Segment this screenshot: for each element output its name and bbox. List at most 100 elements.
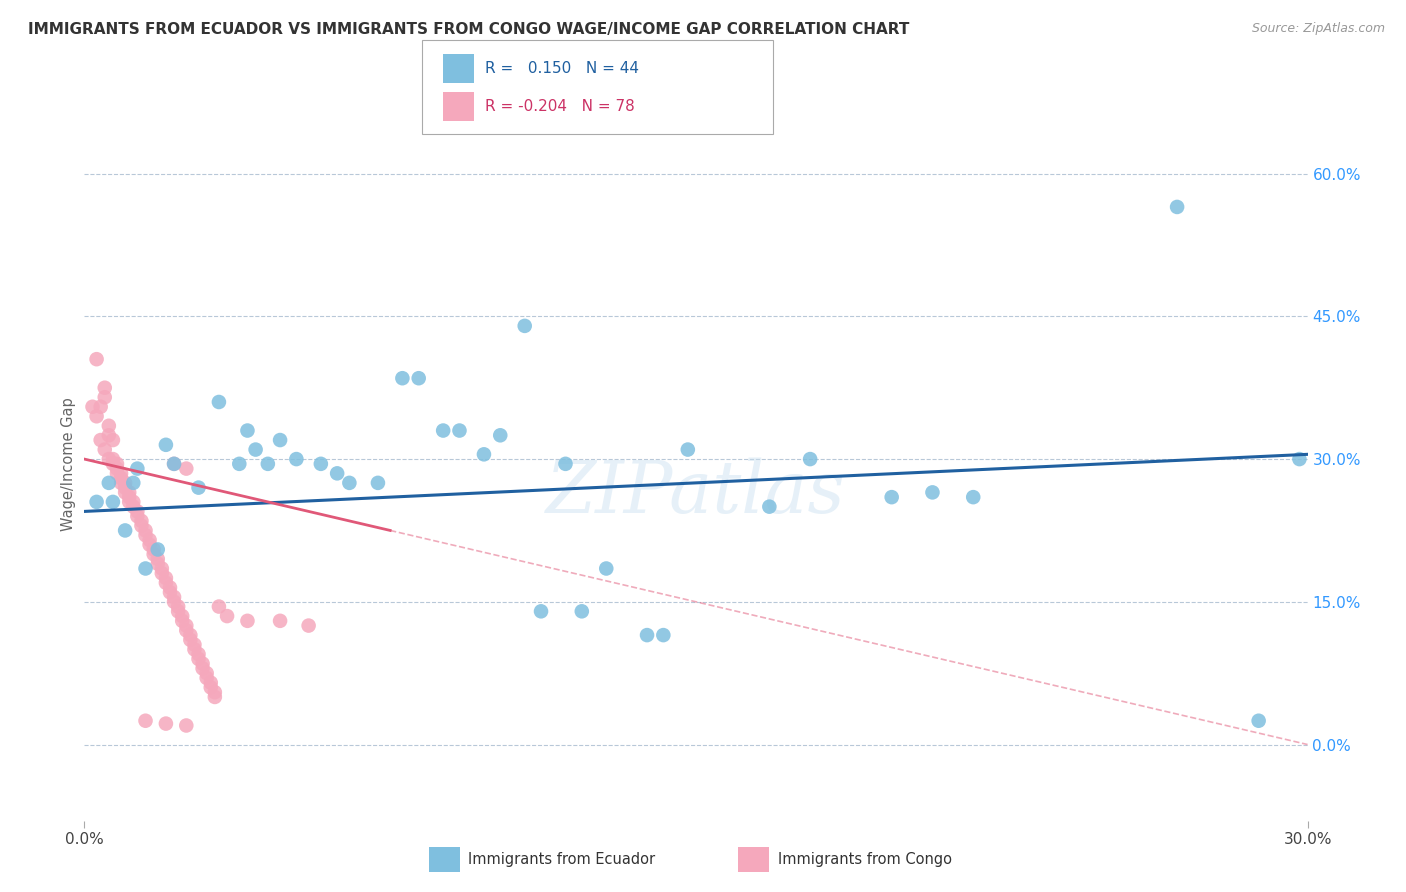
Point: [110, 467, 132, 481]
Point: [187, 652, 209, 666]
Point: [155, 438, 177, 452]
Point: [652, 628, 675, 642]
Point: [142, 542, 165, 557]
Point: [135, 524, 157, 538]
Point: [114, 524, 136, 538]
Point: [676, 442, 699, 457]
Point: [1247, 714, 1270, 728]
Point: [110, 475, 132, 490]
Point: [101, 433, 124, 447]
Point: [86, 495, 108, 509]
Point: [187, 481, 209, 495]
Point: [122, 500, 145, 514]
Point: [167, 604, 190, 618]
Point: [163, 457, 186, 471]
Point: [449, 424, 471, 438]
Text: Source: ZipAtlas.com: Source: ZipAtlas.com: [1251, 22, 1385, 36]
Point: [326, 467, 349, 481]
Point: [97, 418, 120, 433]
Point: [179, 632, 201, 647]
Text: Immigrants from Ecuador: Immigrants from Ecuador: [468, 853, 655, 867]
Point: [799, 452, 821, 467]
Point: [155, 716, 177, 731]
Point: [183, 642, 205, 657]
Point: [101, 495, 124, 509]
Point: [118, 485, 141, 500]
Point: [758, 500, 780, 514]
Point: [105, 457, 128, 471]
Point: [150, 561, 173, 575]
Point: [208, 395, 231, 409]
Point: [138, 533, 160, 547]
Point: [118, 490, 141, 504]
Point: [114, 485, 136, 500]
Point: [285, 452, 308, 467]
Point: [110, 471, 132, 485]
Point: [122, 475, 145, 490]
Point: [127, 504, 149, 518]
Point: [131, 514, 153, 528]
Point: [187, 647, 209, 661]
Point: [309, 457, 332, 471]
Point: [408, 371, 430, 385]
Point: [391, 371, 413, 385]
Text: IMMIGRANTS FROM ECUADOR VS IMMIGRANTS FROM CONGO WAGE/INCOME GAP CORRELATION CHA: IMMIGRANTS FROM ECUADOR VS IMMIGRANTS FR…: [28, 22, 910, 37]
Point: [155, 575, 177, 590]
Point: [86, 409, 108, 424]
Point: [530, 604, 553, 618]
Point: [86, 352, 108, 367]
Point: [127, 509, 149, 524]
Point: [204, 690, 226, 704]
Point: [195, 666, 218, 681]
Point: [159, 585, 181, 599]
Point: [172, 609, 194, 624]
Point: [183, 638, 205, 652]
Point: [257, 457, 280, 471]
Point: [167, 599, 190, 614]
Point: [101, 457, 124, 471]
Text: R =   0.150   N = 44: R = 0.150 N = 44: [485, 61, 640, 76]
Point: [101, 452, 124, 467]
Point: [118, 495, 141, 509]
Point: [204, 685, 226, 699]
Point: [97, 428, 120, 442]
Point: [159, 581, 181, 595]
Point: [339, 475, 361, 490]
Point: [269, 614, 291, 628]
Point: [146, 552, 169, 566]
Point: [595, 561, 617, 575]
Point: [472, 447, 495, 461]
Point: [135, 714, 157, 728]
Point: [571, 604, 593, 618]
Point: [97, 475, 120, 490]
Point: [1166, 200, 1188, 214]
Point: [90, 433, 112, 447]
Point: [122, 495, 145, 509]
Point: [179, 628, 201, 642]
Text: ZIPatlas: ZIPatlas: [546, 457, 846, 528]
Point: [97, 452, 120, 467]
Point: [298, 618, 321, 632]
Point: [176, 461, 198, 475]
Text: Immigrants from Congo: Immigrants from Congo: [778, 853, 952, 867]
Point: [880, 490, 903, 504]
Point: [93, 442, 117, 457]
Point: [150, 566, 173, 581]
Point: [432, 424, 454, 438]
Point: [105, 461, 128, 475]
Point: [163, 595, 186, 609]
Point: [146, 542, 169, 557]
Point: [228, 457, 250, 471]
Point: [138, 538, 160, 552]
Point: [191, 661, 214, 675]
Y-axis label: Wage/Income Gap: Wage/Income Gap: [60, 397, 76, 531]
Point: [146, 557, 169, 571]
Point: [93, 381, 117, 395]
Point: [269, 433, 291, 447]
Point: [114, 481, 136, 495]
Point: [163, 457, 186, 471]
Point: [127, 461, 149, 475]
Point: [962, 490, 984, 504]
Point: [367, 475, 389, 490]
Point: [176, 718, 198, 732]
